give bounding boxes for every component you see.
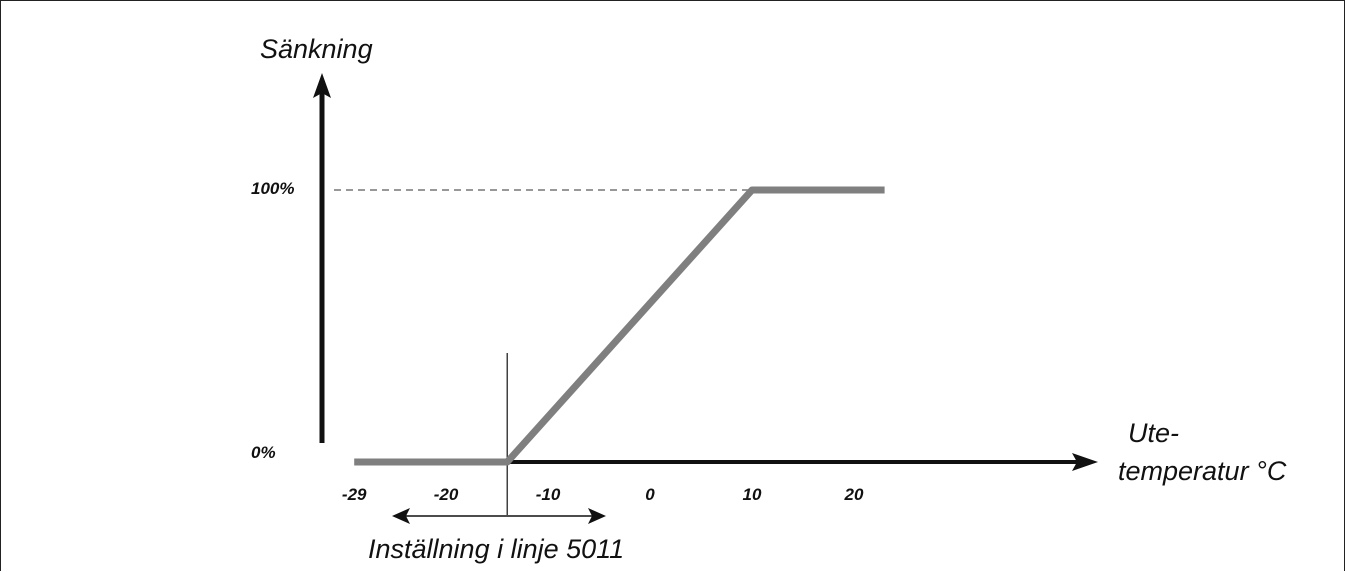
setting-arrow-right-head xyxy=(588,508,606,524)
x-tick-label-4: 10 xyxy=(743,485,762,504)
x-tick-label-5: 20 xyxy=(844,485,864,504)
series-line xyxy=(354,186,885,466)
y-axis-label: Sänkning xyxy=(260,34,373,64)
x-tick-label-1: -20 xyxy=(434,485,459,504)
x-axis-label-line2: temperatur °C xyxy=(1118,456,1287,486)
x-axis-arrowhead xyxy=(1072,453,1098,471)
y-tick-label-100: 100% xyxy=(251,179,294,198)
x-axis-label-line1: Ute- xyxy=(1128,418,1179,448)
y-axis-arrowhead xyxy=(313,73,331,98)
y-tick-label-0: 0% xyxy=(251,443,276,462)
x-tick-label-2: -10 xyxy=(536,485,561,504)
setting-arrow-left-head xyxy=(392,508,410,524)
x-tick-label-3: 0 xyxy=(645,485,655,504)
x-tick-label-0: -29 xyxy=(342,485,367,504)
setting-annotation: Inställning i linje 5011 xyxy=(368,534,624,564)
